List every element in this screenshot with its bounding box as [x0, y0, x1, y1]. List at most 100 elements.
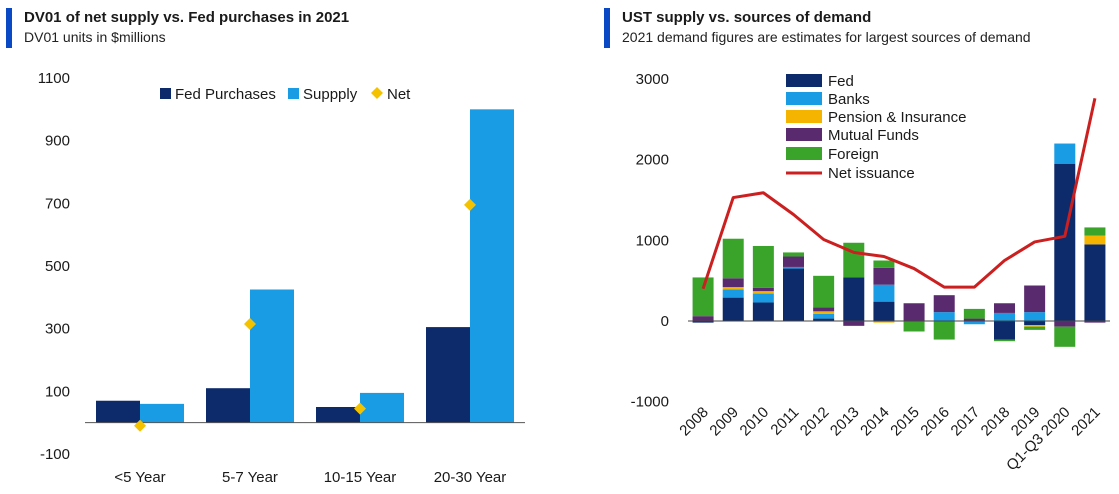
- right-bar-pension-insurance: [1084, 235, 1106, 245]
- right-bar-foreign: [752, 245, 774, 288]
- left-net-marker: [354, 402, 366, 415]
- right-y-tick-label: 2000: [636, 152, 669, 169]
- left-title-accent-bar: [6, 8, 12, 48]
- right-bar-foreign: [903, 321, 925, 332]
- left-y-tick-label: 900: [45, 133, 70, 150]
- left-bar-fed-purchases: [426, 327, 470, 423]
- left-bar-fed-purchases: [206, 388, 250, 423]
- right-legend-swatch: [786, 110, 822, 123]
- left-legend-label: Fed Purchases: [175, 86, 276, 103]
- right-x-category-label: 2017: [948, 404, 984, 440]
- right-bar-foreign: [1084, 227, 1106, 236]
- right-bar-foreign: [933, 321, 955, 340]
- right-bar-fed: [783, 268, 804, 321]
- right-bar-fed: [873, 301, 895, 321]
- right-title-accent-bar: [604, 8, 610, 48]
- right-x-category-label: 2014: [857, 404, 893, 440]
- right-bar-pension-insurance: [873, 321, 895, 323]
- right-bar-banks: [1024, 312, 1046, 321]
- right-bar-foreign: [1024, 326, 1046, 330]
- right-x-category-label: 2008: [676, 404, 712, 440]
- left-chart-subtitle: DV01 units in $millions: [24, 29, 166, 45]
- right-legend-label: Banks: [828, 91, 870, 108]
- left-y-tick-label: 500: [45, 258, 70, 275]
- right-bar-foreign: [1054, 326, 1076, 347]
- right-bar-mutual-funds: [1084, 321, 1106, 323]
- right-bar-pension-insurance: [752, 291, 774, 294]
- right-bar-mutual-funds: [813, 307, 835, 312]
- right-bar-banks: [783, 266, 804, 269]
- left-bar-fed-purchases: [96, 400, 140, 423]
- left-y-tick-label: 1100: [38, 70, 70, 87]
- left-y-tick-label: -100: [40, 446, 70, 463]
- left-chart-title: DV01 of net supply vs. Fed purchases in …: [24, 9, 350, 26]
- right-x-category-label: 2016: [917, 404, 953, 440]
- right-bar-fed: [813, 318, 835, 321]
- right-chart-subtitle: 2021 demand figures are estimates for la…: [622, 29, 1031, 45]
- right-y-tick-label: 1000: [636, 232, 669, 249]
- right-bar-foreign: [813, 275, 835, 308]
- right-bar-pension-insurance: [813, 311, 835, 314]
- right-bar-fed: [1054, 163, 1076, 321]
- right-bar-mutual-funds: [722, 278, 744, 288]
- right-bar-mutual-funds: [692, 316, 714, 321]
- right-legend-label: Foreign: [828, 146, 879, 163]
- right-y-tick-label: 3000: [636, 71, 669, 88]
- right-bar-banks: [1054, 143, 1076, 164]
- left-legend-label: Net: [387, 86, 411, 103]
- right-net-issuance-line: [701, 98, 1097, 290]
- right-bar-banks: [963, 321, 985, 325]
- right-bar-foreign: [722, 238, 744, 279]
- left-legend-swatch: [288, 88, 299, 99]
- right-legend-swatch: [786, 147, 822, 160]
- left-x-category-label: 5-7 Year: [222, 469, 278, 486]
- right-x-category-label: 2015: [887, 404, 923, 440]
- right-x-category-label: 2018: [978, 404, 1014, 440]
- right-bar-mutual-funds: [752, 287, 774, 292]
- right-legend-label: Fed: [828, 73, 854, 90]
- left-x-category-label: 20-30 Year: [434, 469, 507, 486]
- right-bar-foreign: [692, 277, 714, 317]
- right-bar-fed: [692, 321, 714, 323]
- right-chart-title: UST supply vs. sources of demand: [622, 9, 872, 26]
- right-x-category-label: 2011: [767, 404, 802, 439]
- right-bar-fed: [1024, 321, 1046, 326]
- left-bar-supply: [360, 392, 404, 423]
- right-bar-banks: [873, 284, 895, 302]
- right-bar-foreign: [994, 339, 1015, 342]
- right-bar-mutual-funds: [903, 303, 925, 321]
- right-bar-mutual-funds: [994, 303, 1015, 313]
- right-bar-fed: [722, 297, 744, 321]
- right-bar-mutual-funds: [783, 256, 804, 267]
- right-bar-fed: [994, 321, 1015, 340]
- left-bar-supply: [140, 403, 184, 423]
- right-bar-fed: [1084, 244, 1106, 321]
- left-bar-fed-purchases: [316, 407, 360, 423]
- right-bar-mutual-funds: [963, 318, 985, 321]
- right-legend-label: Mutual Funds: [828, 127, 919, 144]
- right-bar-mutual-funds: [1054, 321, 1076, 327]
- right-bar-foreign: [873, 260, 895, 268]
- right-legend-label: Net issuance: [828, 165, 915, 182]
- left-y-tick-label: 700: [45, 195, 70, 212]
- left-y-tick-label: 100: [45, 383, 70, 400]
- right-legend-swatch: [786, 74, 822, 87]
- right-bar-banks: [722, 289, 744, 298]
- right-bar-banks: [752, 293, 774, 303]
- right-y-tick-label: -1000: [631, 394, 669, 411]
- left-legend-label: Suppply: [303, 86, 358, 103]
- right-y-tick-label: 0: [661, 313, 669, 330]
- left-net-marker: [244, 317, 256, 330]
- left-net-marker: [464, 198, 476, 211]
- right-bar-fed: [843, 277, 865, 321]
- left-x-category-label: 10-15 Year: [324, 469, 397, 486]
- right-bar-mutual-funds: [873, 267, 895, 285]
- right-legend-label: Pension & Insurance: [828, 109, 966, 126]
- right-bar-mutual-funds: [933, 295, 955, 313]
- right-bar-pension-insurance: [722, 287, 744, 290]
- right-bar-banks: [933, 312, 955, 321]
- right-bar-mutual-funds: [843, 321, 865, 326]
- left-x-category-label: <5 Year: [114, 469, 165, 486]
- left-y-tick-label: 300: [45, 321, 70, 338]
